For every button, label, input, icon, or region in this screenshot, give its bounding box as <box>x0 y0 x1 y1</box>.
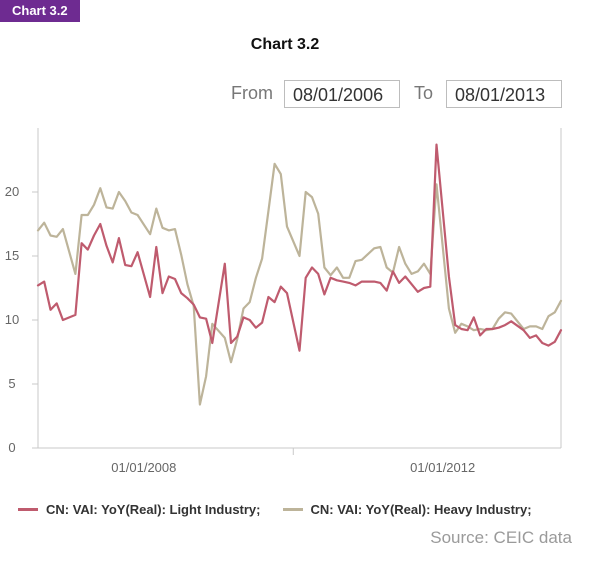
chart-number-badge: Chart 3.2 <box>0 0 80 22</box>
y-tick-label: 15 <box>5 248 19 263</box>
from-date-input[interactable]: 08/01/2006 <box>284 80 400 108</box>
legend-item-light[interactable]: CN: VAI: YoY(Real): Light Industry; <box>18 502 261 517</box>
to-date-input[interactable]: 08/01/2013 <box>446 80 562 108</box>
legend: CN: VAI: YoY(Real): Light Industry; CN: … <box>18 502 554 517</box>
chart-title: Chart 3.2 <box>250 36 320 53</box>
y-tick-label: 20 <box>5 184 19 199</box>
y-tick-label: 10 <box>5 312 19 327</box>
legend-label-heavy: CN: VAI: YoY(Real): Heavy Industry; <box>310 502 532 517</box>
y-tick-label: 5 <box>8 376 15 391</box>
legend-swatch-heavy <box>282 508 303 511</box>
series-line-light-industry <box>36 143 563 352</box>
legend-label-light: CN: VAI: YoY(Real): Light Industry; <box>46 502 261 517</box>
x-tick-label: 01/01/2012 <box>410 460 475 475</box>
legend-item-heavy[interactable]: CN: VAI: YoY(Real): Heavy Industry; <box>282 502 532 517</box>
series-line-heavy-industry <box>36 162 563 406</box>
source-note: Source: CEIC data <box>430 528 572 547</box>
to-label: To <box>414 83 434 103</box>
x-tick-label: 01/01/2008 <box>111 460 176 475</box>
y-tick-label: 0 <box>8 440 15 455</box>
from-label: From <box>231 83 273 103</box>
legend-swatch-light <box>18 508 38 511</box>
